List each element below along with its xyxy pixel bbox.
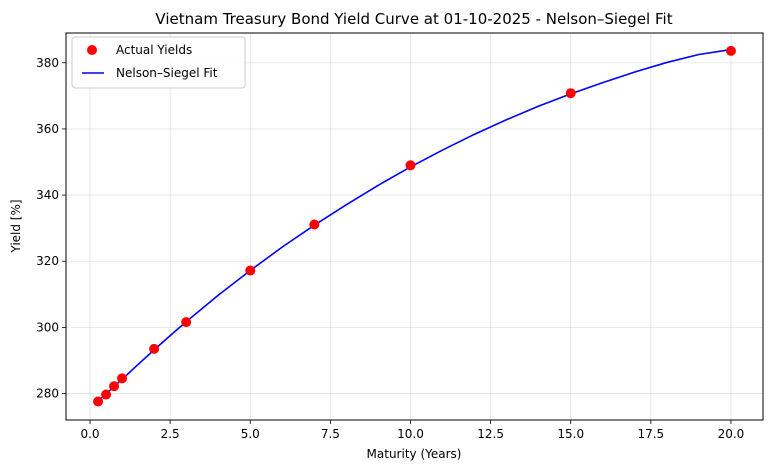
legend-box xyxy=(71,36,246,89)
y-tick-label: 300 xyxy=(36,320,59,334)
actual-yield-point xyxy=(565,88,576,99)
y-axis: 280 300 320 340 360 380 xyxy=(36,56,66,401)
fit-line-layer xyxy=(97,48,732,402)
actual-yield-point xyxy=(109,381,120,392)
legend: Actual Yields Nelson–Siegel Fit xyxy=(71,36,246,89)
actual-yield-point xyxy=(101,389,112,400)
legend-label-actual-yields: Actual Yields xyxy=(116,43,192,57)
nelson-siegel-fit-line xyxy=(97,48,732,402)
actual-yield-point xyxy=(405,160,416,171)
y-tick-label: 340 xyxy=(36,188,59,202)
actual-yield-point xyxy=(245,265,256,276)
y-axis-label: Yield [%] xyxy=(9,199,23,253)
actual-yield-point xyxy=(309,219,320,230)
points-layer xyxy=(93,45,736,407)
x-tick-label: 10.0 xyxy=(397,427,424,441)
x-tick-label: 17.5 xyxy=(637,427,664,441)
y-tick-label: 360 xyxy=(36,122,59,136)
actual-yield-point xyxy=(93,396,104,407)
x-tick-label: 5.0 xyxy=(241,427,260,441)
actual-yield-point xyxy=(149,343,160,354)
x-tick-label: 2.5 xyxy=(161,427,180,441)
actual-yield-point xyxy=(117,373,128,384)
legend-label-nelson-siegel-fit: Nelson–Siegel Fit xyxy=(116,66,218,80)
x-axis: 0.0 2.5 5.0 7.5 10.0 12.5 15.0 17.5 20.0 xyxy=(80,420,744,441)
grid xyxy=(66,33,763,420)
x-tick-label: 20.0 xyxy=(718,427,745,441)
actual-yield-point xyxy=(725,45,736,56)
y-tick-label: 320 xyxy=(36,254,59,268)
y-tick-label: 380 xyxy=(36,56,59,70)
chart-title: Vietnam Treasury Bond Yield Curve at 01-… xyxy=(155,10,672,28)
y-tick-label: 280 xyxy=(36,387,59,401)
x-tick-label: 0.0 xyxy=(80,427,99,441)
actual-yield-point xyxy=(181,317,192,328)
x-axis-label: Maturity (Years) xyxy=(367,447,462,461)
x-tick-label: 12.5 xyxy=(477,427,504,441)
x-tick-label: 7.5 xyxy=(321,427,340,441)
plot-frame xyxy=(65,32,764,421)
legend-marker-actual-yields xyxy=(87,45,97,55)
x-tick-label: 15.0 xyxy=(557,427,584,441)
